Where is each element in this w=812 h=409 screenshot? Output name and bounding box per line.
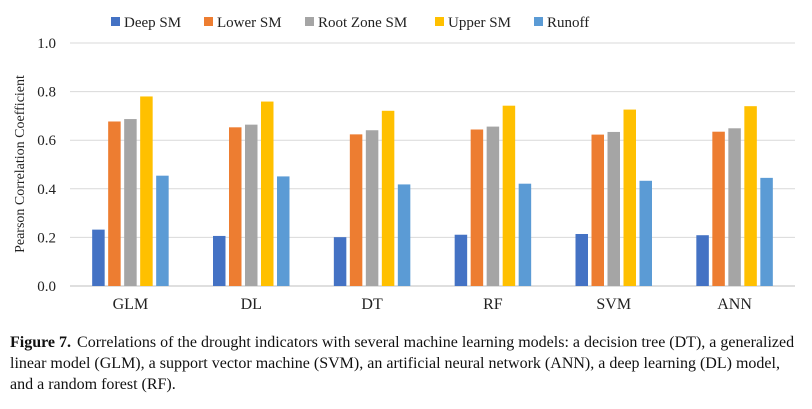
caption-label: Figure 7. <box>10 334 72 351</box>
bar-root-zone-sm-rf <box>486 126 500 286</box>
x-category-label: RF <box>483 296 503 313</box>
x-axis-categories: GLM DL DT RF SVM ANN <box>113 296 753 313</box>
y-axis-ticks: 0.0 0.2 0.4 0.6 0.8 1.0 <box>37 36 56 295</box>
bar-runoff-glm <box>156 175 169 286</box>
x-category-label: ANN <box>717 296 752 313</box>
legend-label: Lower SM <box>217 15 282 31</box>
bar-upper-sm-svm <box>623 109 636 286</box>
legend-swatch <box>111 17 120 26</box>
bar-lower-sm-glm <box>108 121 121 286</box>
bar-runoff-dl <box>277 176 290 286</box>
y-tick-label: 1.0 <box>37 36 56 52</box>
bar-root-zone-sm-glm <box>124 119 137 287</box>
legend-label: Runoff <box>547 15 589 31</box>
y-tick-label: 0.2 <box>37 230 56 246</box>
y-tick-label: 0.4 <box>37 182 56 198</box>
figure-caption: Figure 7. Correlations of the drought ind… <box>10 332 806 395</box>
bar-deep-sm-dl <box>213 235 226 286</box>
legend-label: Deep SM <box>124 15 181 31</box>
legend: Deep SM Lower SM Root Zone SM Upper SM Runof… <box>111 15 589 31</box>
bar-upper-sm-ann <box>744 106 757 287</box>
caption-text: Correlations of the drought indicators w… <box>10 334 795 393</box>
bar-root-zone-sm-dl <box>245 124 258 286</box>
bar-deep-sm-rf <box>454 234 468 286</box>
bar-upper-sm-glm <box>140 96 153 287</box>
bar-deep-sm-dt <box>333 237 347 286</box>
bar-upper-sm-dl <box>261 101 274 286</box>
bar-chart: 0.0 0.2 0.4 0.6 0.8 1.0 GLM DL DT RF SVM ANN Deep … <box>13 15 795 313</box>
legend-swatch <box>435 17 444 26</box>
bar-lower-sm-svm <box>591 134 604 286</box>
bars <box>92 96 773 287</box>
bar-deep-sm-glm <box>92 229 105 286</box>
bar-runoff-rf <box>518 183 532 286</box>
bar-root-zone-sm-ann <box>728 128 741 286</box>
gridlines <box>70 42 795 287</box>
bar-lower-sm-rf <box>470 129 484 286</box>
y-tick-label: 0.6 <box>37 133 56 149</box>
legend-swatch <box>534 17 543 26</box>
bar-runoff-ann <box>760 177 773 286</box>
bar-lower-sm-ann <box>712 131 725 286</box>
bar-upper-sm-rf <box>502 105 516 286</box>
bar-lower-sm-dt <box>349 134 363 286</box>
bar-runoff-dt <box>397 184 411 286</box>
bar-upper-sm-dt <box>381 110 395 286</box>
bar-deep-sm-ann <box>696 235 709 286</box>
y-axis-label: Pearson Correlation Coefficient <box>13 75 28 253</box>
x-category-label: DT <box>361 296 383 313</box>
legend-label: Root Zone SM <box>318 15 407 31</box>
bar-lower-sm-dl <box>229 127 242 286</box>
y-tick-label: 0.8 <box>37 85 56 101</box>
bar-runoff-svm <box>639 180 652 286</box>
bar-root-zone-sm-dt <box>365 130 379 286</box>
x-category-label: DL <box>241 296 262 313</box>
legend-swatch <box>305 17 314 26</box>
x-category-label: SVM <box>596 296 631 313</box>
legend-swatch <box>204 17 213 26</box>
bar-deep-sm-svm <box>575 233 588 286</box>
bar-root-zone-sm-svm <box>607 131 620 286</box>
y-tick-label: 0.0 <box>37 279 56 295</box>
legend-label: Upper SM <box>448 15 511 31</box>
x-category-label: GLM <box>113 296 149 313</box>
